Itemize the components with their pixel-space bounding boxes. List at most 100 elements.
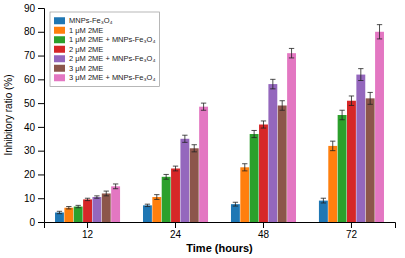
plot: 010203040506070809012244872MNPs-Fe₃O₄1 μ…: [24, 3, 396, 240]
bar: [111, 186, 120, 222]
x-tick: 48: [258, 222, 270, 240]
tick-mark: [38, 79, 44, 80]
axis-line: [38, 9, 45, 223]
legend-swatch: [54, 17, 65, 24]
legend-label: 2 μM 2ME + MNPs-Fe₃O₄: [69, 54, 156, 63]
error-bar: [113, 184, 118, 189]
error-bar: [76, 205, 81, 207]
bar: [83, 199, 92, 222]
legend-swatch: [54, 36, 65, 43]
error-bar: [289, 48, 294, 58]
error-bar: [66, 207, 71, 209]
error-bar: [145, 204, 150, 206]
error-bar: [192, 145, 197, 152]
tick-label: 90: [24, 3, 36, 14]
series: [74, 110, 347, 222]
y-tick: 60: [24, 74, 44, 85]
error-bar: [339, 110, 344, 120]
y-tick: 30: [24, 145, 44, 156]
series: [83, 96, 356, 222]
bar: [375, 32, 384, 222]
legend-label: 1 μM 2ME: [69, 26, 103, 35]
tick-mark: [38, 56, 44, 57]
bar: [92, 197, 101, 222]
legend-label: 1 μM 2ME + MNPs-Fe₃O₄: [69, 35, 156, 44]
bar: [143, 205, 152, 222]
tick-mark: [38, 127, 44, 128]
bar: [231, 204, 240, 222]
bar: [328, 146, 337, 222]
bar: [366, 98, 375, 222]
tick-mark: [38, 198, 44, 199]
tick-label: 60: [24, 74, 36, 85]
error-bar: [173, 166, 178, 171]
bar: [287, 53, 296, 222]
axis-line: [45, 223, 396, 229]
bar: [190, 148, 199, 222]
y-tick: 40: [24, 122, 44, 133]
error-bar: [251, 130, 256, 137]
y-axis: 0 10 20 30 40 50 60 70 80 90: [24, 3, 45, 228]
error-bar: [349, 96, 354, 106]
tick-mark: [38, 103, 44, 104]
x-axis-title: Time (hours): [186, 242, 253, 254]
legend-label: 3 μM 2ME: [69, 64, 103, 73]
y-tick: 20: [24, 169, 44, 180]
legend-frame: [50, 12, 160, 87]
error-bar: [233, 202, 238, 206]
bar: [250, 134, 259, 222]
y-axis-title: Inhibitory ratio (%): [3, 74, 14, 155]
tick-mark: [87, 222, 88, 228]
tick-label: 10: [24, 193, 36, 204]
error-bar: [261, 121, 266, 128]
legend-swatch: [54, 46, 65, 53]
legend: MNPs-Fe₃O₄1 μM 2ME1 μM 2ME + MNPs-Fe₃O₄2…: [50, 12, 160, 87]
y-tick: 70: [24, 50, 44, 61]
bar: [102, 193, 111, 222]
y-tick: 10: [24, 193, 44, 204]
tick-mark: [175, 222, 176, 228]
legend-item: 3 μM 2ME: [54, 64, 103, 73]
bar: [259, 125, 268, 222]
bar: [162, 177, 171, 222]
y-tick: 0: [29, 217, 44, 228]
error-bar: [94, 196, 99, 198]
bar: [64, 208, 73, 222]
bar: [199, 107, 208, 222]
tick-mark: [263, 222, 264, 228]
legend-swatch: [54, 27, 65, 34]
legend-item: 2 μM 2ME: [54, 45, 103, 54]
tick-mark: [38, 151, 44, 152]
legend-label: MNPs-Fe₃O₄: [69, 16, 113, 25]
tick-label: 20: [24, 169, 36, 180]
x-tick: 72: [346, 222, 358, 240]
bar: [347, 101, 356, 222]
chart: 010203040506070809012244872MNPs-Fe₃O₄1 μ…: [0, 0, 405, 258]
bar: [171, 169, 180, 223]
tick-mark: [351, 222, 352, 228]
tick-label: 72: [346, 229, 358, 240]
y-tick: 50: [24, 98, 44, 109]
legend-item: 2 μM 2ME + MNPs-Fe₃O₄: [54, 54, 156, 63]
series: [92, 69, 365, 222]
tick-label: 80: [24, 26, 36, 37]
tick-label: 12: [82, 229, 94, 240]
legend-label: 3 μM 2ME + MNPs-Fe₃O₄: [69, 73, 156, 82]
error-bar: [182, 135, 187, 142]
error-bar: [368, 92, 373, 104]
error-bar: [321, 198, 326, 203]
bar: [356, 75, 365, 222]
tick-label: 50: [24, 98, 36, 109]
bar: [278, 105, 287, 222]
legend-item: 3 μM 2ME + MNPs-Fe₃O₄: [54, 73, 156, 82]
error-bar: [280, 101, 285, 111]
bar: [319, 201, 328, 222]
error-bar: [85, 198, 90, 200]
error-bar: [377, 25, 382, 39]
tick-mark: [38, 222, 44, 223]
bar: [338, 115, 347, 222]
legend-item: 1 μM 2ME: [54, 26, 103, 35]
tick-label: 40: [24, 122, 36, 133]
x-tick: 24: [170, 222, 182, 240]
tick-mark: [38, 174, 44, 175]
